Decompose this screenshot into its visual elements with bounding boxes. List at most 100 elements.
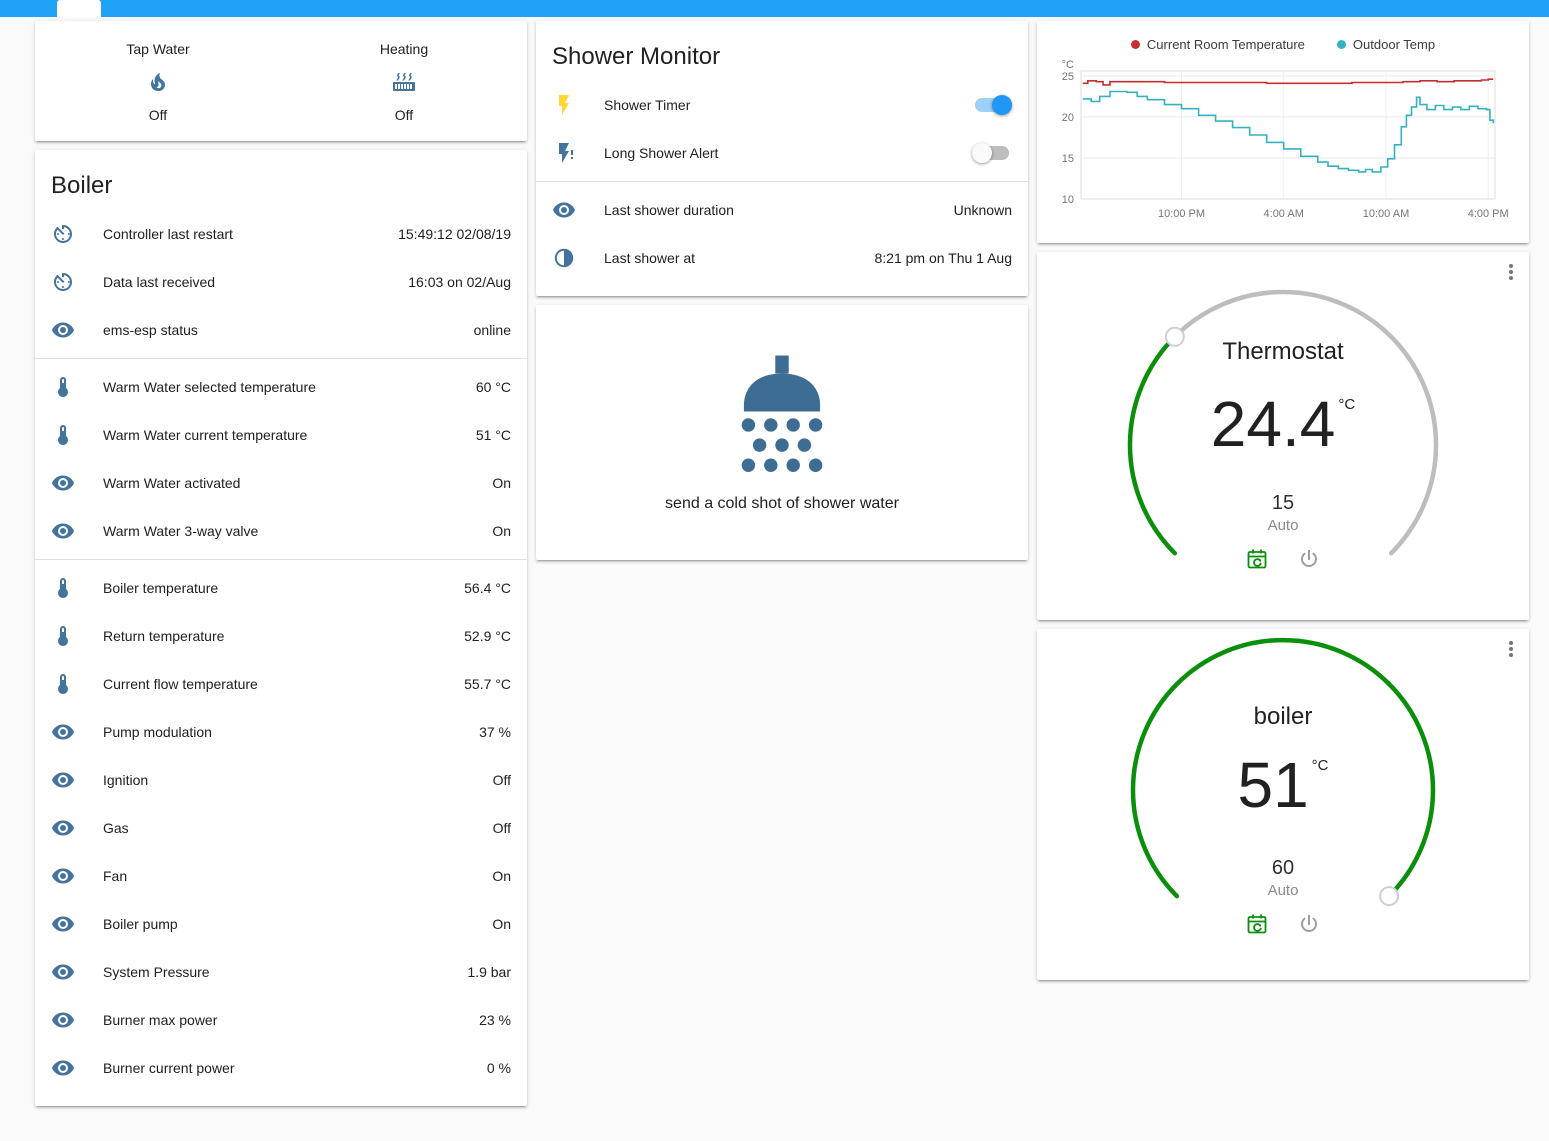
y-tick-label: 25 [1062, 71, 1074, 83]
entity-row[interactable]: Warm Water selected temperature 60 °C [35, 363, 527, 411]
legend-dot [1130, 39, 1140, 49]
eye-icon [51, 1008, 75, 1032]
entity-row[interactable]: Data last received 16:03 on 02/Aug [35, 258, 527, 306]
gauge-actions [1245, 912, 1321, 936]
entity-label: Gas [103, 820, 129, 836]
entity-value: 56.4 °C [464, 580, 511, 596]
toggle-switch[interactable] [972, 95, 1012, 115]
thermometer-icon [51, 624, 75, 648]
dots-vertical-icon[interactable] [1499, 260, 1523, 284]
entity-label: Warm Water activated [103, 475, 241, 491]
boiler-gauge-card: boiler 51 °C 60 Auto [1037, 629, 1529, 980]
thermometer-icon [51, 375, 75, 399]
thermometer-icon [51, 576, 75, 600]
entity-value: 23 % [479, 1012, 511, 1028]
eye-icon [51, 1056, 75, 1080]
divider [35, 559, 527, 560]
divider [536, 181, 1028, 182]
entity-label: Pump modulation [103, 724, 212, 740]
gauge-actions [1245, 547, 1321, 571]
dots-vertical-icon[interactable] [1499, 637, 1523, 661]
thermometer-icon [51, 423, 75, 447]
entity-row[interactable]: Return temperature 52.9 °C [35, 612, 527, 660]
entity-label: Burner current power [103, 1060, 235, 1076]
entity-label: ems-esp status [103, 322, 198, 338]
y-tick-label: 10 [1062, 194, 1074, 206]
boiler-gauge[interactable] [1037, 629, 1529, 980]
entity-row[interactable]: Boiler pump On [35, 900, 527, 948]
toggle-switch[interactable] [972, 143, 1012, 163]
glance-label: Heating [379, 41, 429, 57]
power-icon[interactable] [1297, 547, 1321, 571]
entity-value: online [473, 322, 511, 338]
entity-row[interactable]: Burner current power 0 % [35, 1044, 527, 1092]
entity-value: 8:21 pm on Thu 1 Aug [874, 250, 1012, 266]
entity-value: 52.9 °C [464, 628, 511, 644]
entity-row[interactable]: ems-esp status online [35, 306, 527, 354]
chart-legend: Current Room Temperature Outdoor Temp [1037, 31, 1529, 57]
eye-icon [51, 519, 75, 543]
fire-icon [146, 70, 170, 94]
gauge-knob[interactable] [1379, 886, 1400, 907]
legend-item[interactable]: Outdoor Temp [1336, 36, 1436, 52]
radiator-icon [392, 70, 416, 94]
action-label: send a cold shot of shower water [665, 494, 899, 512]
glance-row: Tap Water Off Heating Off [35, 21, 527, 141]
entity-label: Data last received [103, 274, 216, 290]
entity-row[interactable]: Warm Water 3-way valve On [35, 507, 527, 555]
entity-row[interactable]: Current flow temperature 55.7 °C [35, 660, 527, 708]
entity-row[interactable]: Last shower duration Unknown [536, 186, 1028, 234]
left-column: Tap Water Off Heating Off Boiler [35, 21, 527, 1106]
entity-label: Controller last restart [103, 226, 233, 242]
eye-icon [51, 816, 75, 840]
power-icon[interactable] [1297, 912, 1321, 936]
legend-label: Outdoor Temp [1352, 36, 1436, 52]
entity-row[interactable]: Warm Water current temperature 51 °C [35, 411, 527, 459]
entity-row[interactable]: Pump modulation 37 % [35, 708, 527, 756]
shower-head-icon [726, 353, 838, 479]
middle-column: Shower Monitor Shower Timer [536, 21, 1028, 560]
flash-alert-icon [552, 141, 576, 165]
toggle-knob [972, 143, 992, 163]
dashboard-grid: Tap Water Off Heating Off Boiler [0, 17, 1549, 1122]
shower-action-card[interactable]: send a cold shot of shower water [536, 305, 1028, 560]
entity-value: 55.7 °C [464, 676, 511, 692]
entity-row[interactable]: Controller last restart 15:49:12 02/08/1… [35, 210, 527, 258]
x-tick-label: 4:00 PM [1468, 208, 1509, 220]
glance-item[interactable]: Tap Water Off [35, 41, 281, 123]
entity-value: On [492, 916, 511, 932]
legend-label: Current Room Temperature [1146, 36, 1305, 52]
entity-row[interactable]: Fan On [35, 852, 527, 900]
water-heating-card: Tap Water Off Heating Off [35, 21, 527, 141]
info-rows: Last shower duration Unknown Last shower… [536, 186, 1028, 282]
eye-icon [51, 471, 75, 495]
entity-row[interactable]: Boiler temperature 56.4 °C [35, 564, 527, 612]
entity-row[interactable]: Last shower at 8:21 pm on Thu 1 Aug [536, 234, 1028, 282]
app-header [0, 0, 1549, 17]
right-column: Current Room Temperature Outdoor Temp 10… [1037, 21, 1529, 980]
entity-value: 0 % [486, 1060, 511, 1076]
y-tick-label: 15 [1062, 153, 1074, 165]
entity-value: On [492, 868, 511, 884]
entity-value: 1.9 bar [467, 964, 511, 980]
entity-row[interactable]: Warm Water activated On [35, 459, 527, 507]
plot-border [1080, 70, 1496, 200]
history-chart: 10 15 20 25 10:00 PM 4:00 AM 10:00 AM 4:00 PM °C [1037, 57, 1529, 229]
entity-value: 16:03 on 02/Aug [408, 274, 511, 290]
gauge-active-arc [1127, 334, 1178, 556]
x-tick-label: 4:00 AM [1264, 208, 1304, 220]
gauge-knob[interactable] [1164, 326, 1185, 347]
entity-row[interactable]: Burner max power 23 % [35, 996, 527, 1044]
thermostat-gauge[interactable] [1037, 252, 1529, 620]
active-tab-indicator[interactable] [57, 0, 101, 17]
calendar-sync-icon[interactable] [1245, 547, 1269, 571]
entity-row[interactable]: Ignition Off [35, 756, 527, 804]
eye-icon [51, 912, 75, 936]
series-line-1 [1082, 90, 1495, 173]
legend-item[interactable]: Current Room Temperature [1130, 36, 1305, 52]
calendar-sync-icon[interactable] [1245, 912, 1269, 936]
entity-row[interactable]: System Pressure 1.9 bar [35, 948, 527, 996]
glance-item[interactable]: Heating Off [281, 41, 527, 123]
entity-row[interactable]: Gas Off [35, 804, 527, 852]
